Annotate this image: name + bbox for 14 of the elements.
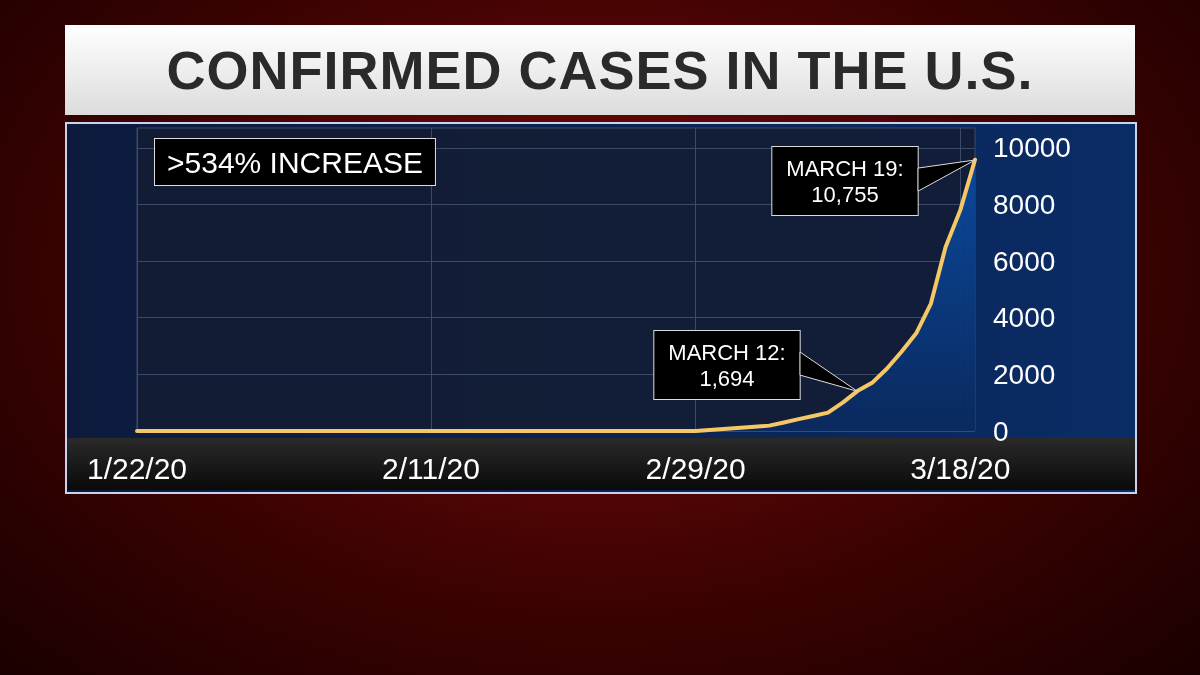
chart-title: CONFIRMED CASES IN THE U.S.: [65, 25, 1135, 115]
y-tick-label: 8000: [993, 188, 1056, 220]
y-tick-label: 0: [993, 415, 1009, 447]
x-tick-label: 1/22/20: [86, 451, 188, 485]
y-tick-label: 6000: [993, 245, 1056, 277]
y-tick-label: 2000: [993, 358, 1056, 390]
annotation: MARCH 19: 10,755: [786, 155, 904, 207]
x-tick-label: 3/18/20: [910, 451, 1011, 485]
annotation: >534% INCREASE: [167, 145, 423, 179]
x-tick-label: 2/11/20: [382, 451, 480, 485]
annotation: MARCH 12: 1,694: [668, 339, 786, 391]
x-tick-label: 2/29/20: [645, 451, 746, 485]
y-tick-label: 10000: [993, 132, 1071, 164]
y-tick-label: 4000: [993, 302, 1056, 334]
